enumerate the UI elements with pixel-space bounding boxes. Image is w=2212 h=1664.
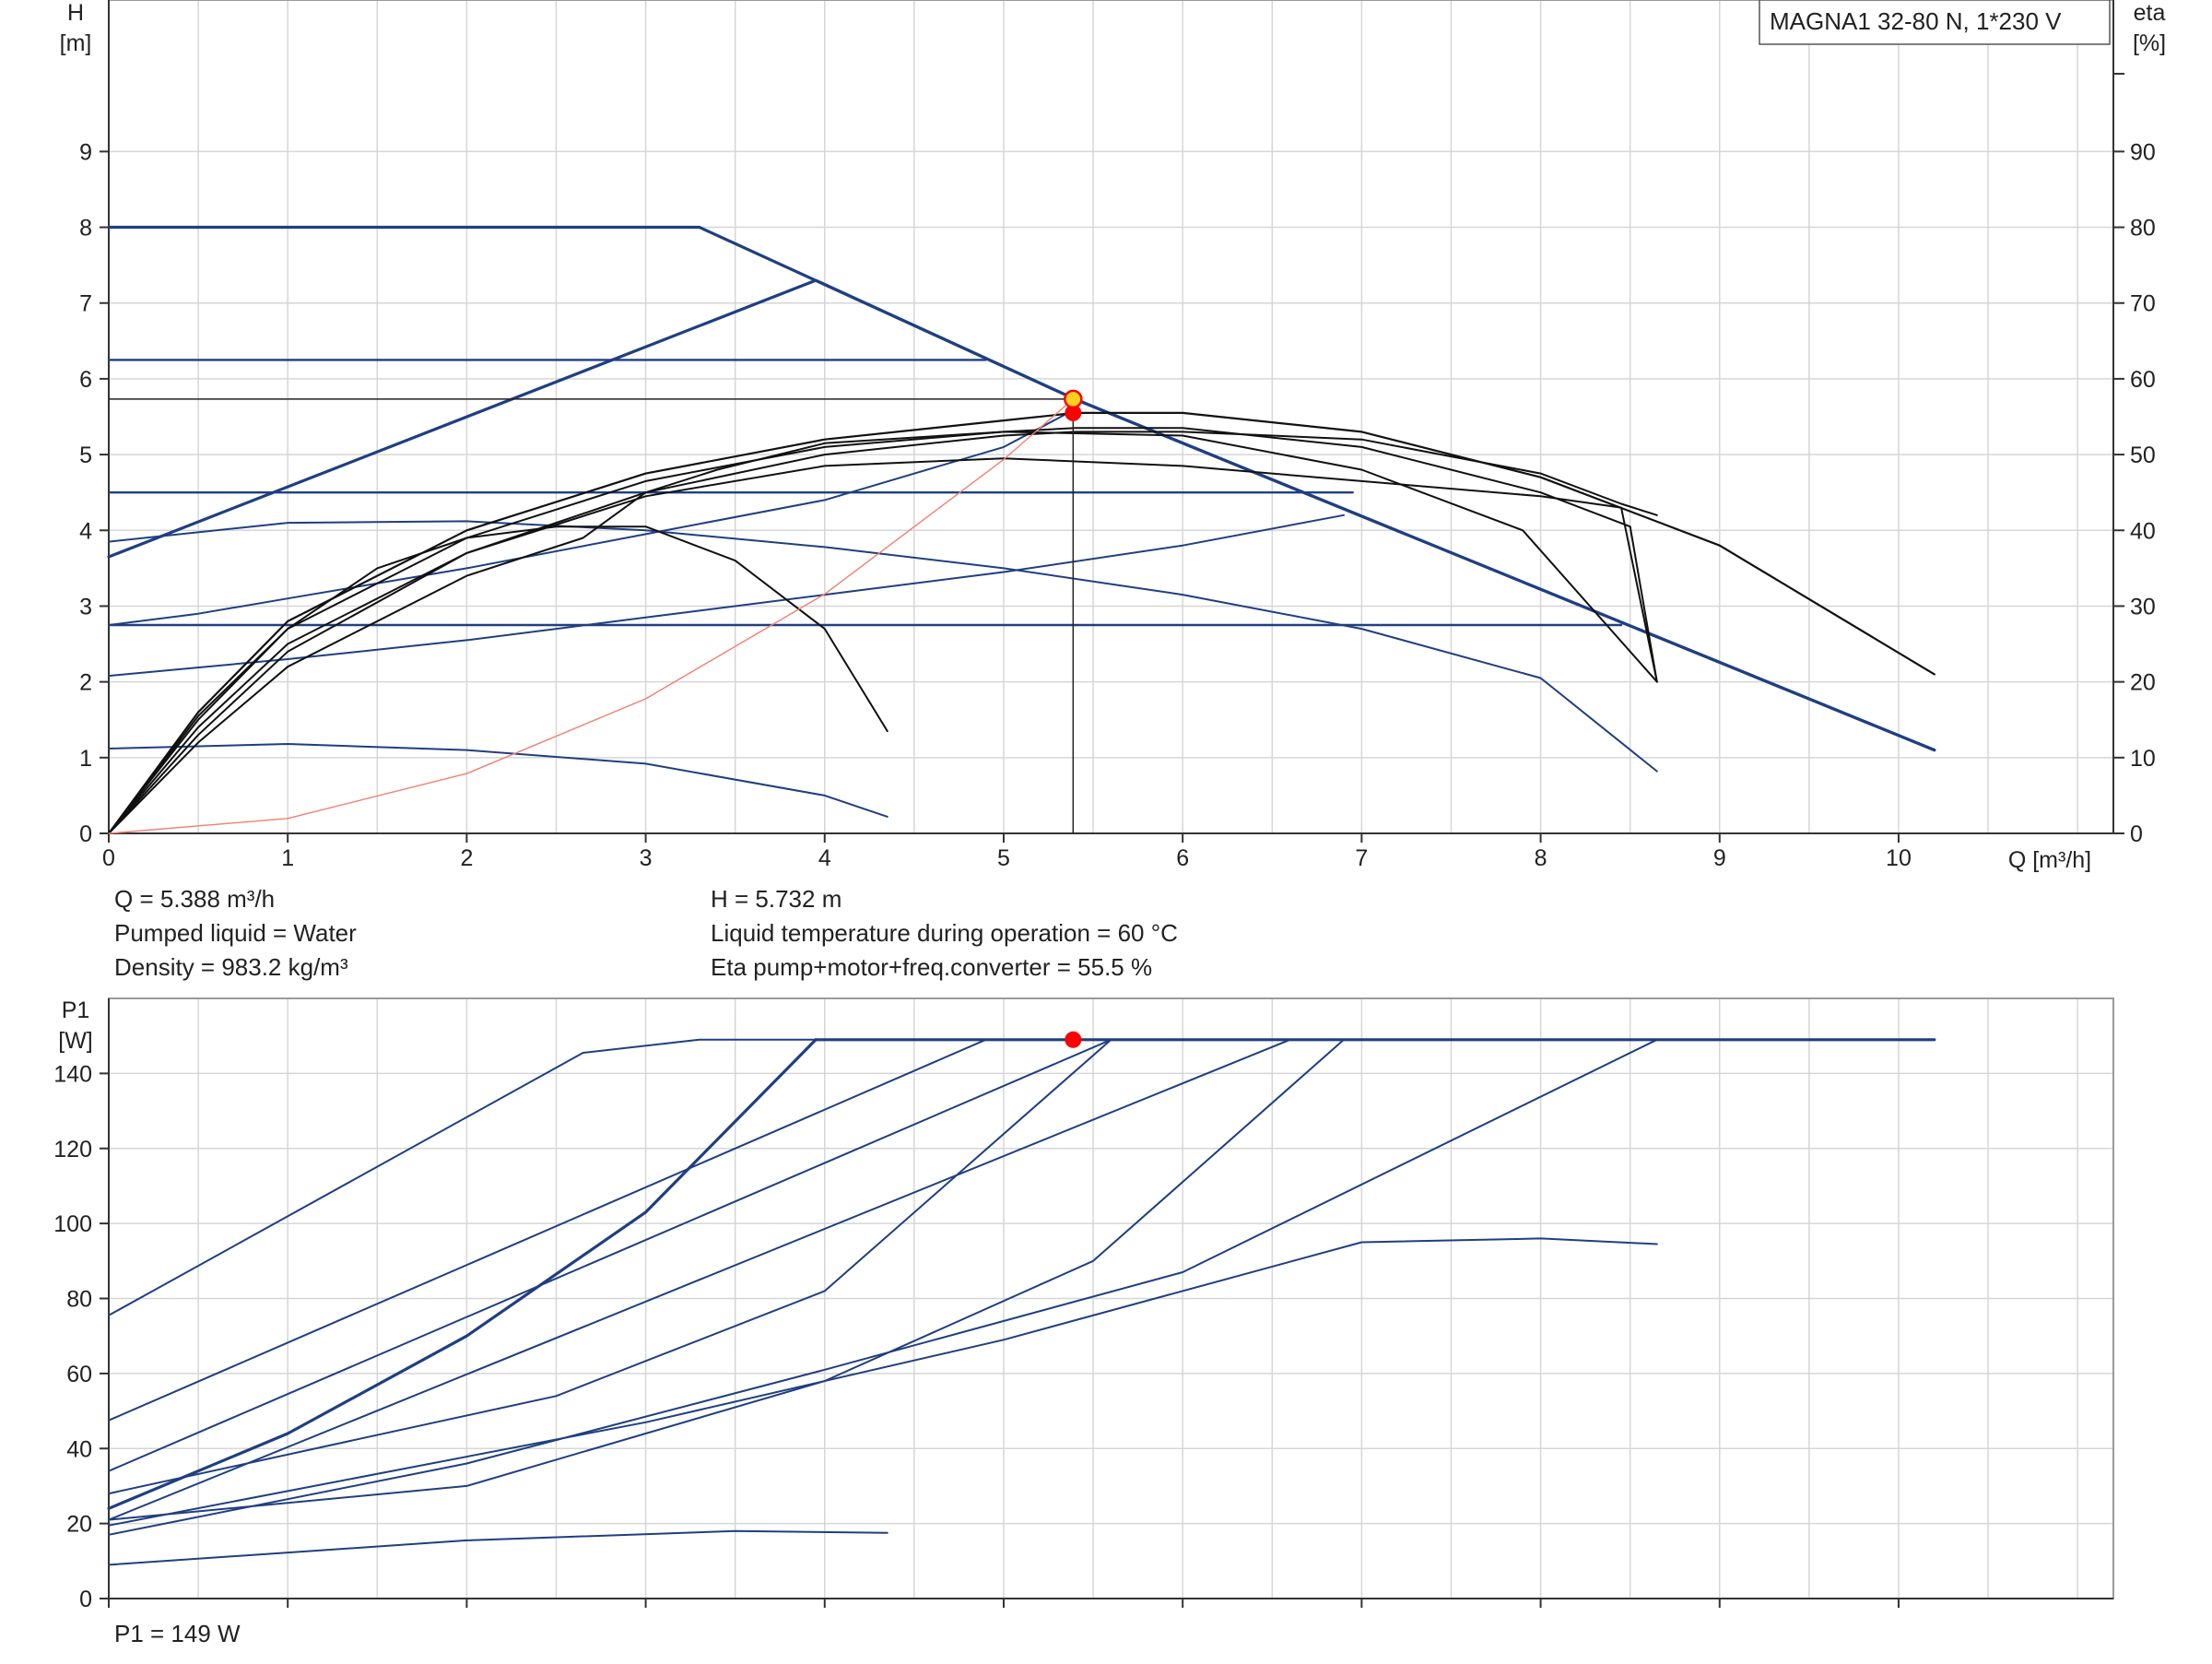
head-x-tick-label: 1 [281,845,294,871]
power-curve [108,1237,1658,1527]
eta-axis-unit: [%] [2133,30,2166,56]
eta-tick-label: 60 [2130,367,2156,393]
head-x-tick-label: 8 [1535,845,1547,871]
head-x-tick-label: 6 [1176,845,1189,871]
duty-point-marker [1064,389,1083,409]
head-y-tick-label: 1 [79,746,92,772]
liquid-temperature: Liquid temperature during operation = 60… [711,919,1178,947]
power-y-tick-label: 0 [79,1587,92,1612]
head-x-tick-label: 9 [1713,845,1726,871]
product-label-box: MAGNA1 32-80 N, 1*230 V [1759,0,2111,45]
power-chart: 0 20 40 60 80 100 120 140 P1 [W] [53,997,2114,1612]
head-x-tick-label: 3 [640,845,653,871]
eta-tick-label: 20 [2130,670,2156,696]
power-y-axis-title: P1 [62,997,90,1023]
head-y-tick-label: 5 [79,443,92,468]
efficiency-value: Eta pump+motor+freq.converter = 55.5 % [711,953,1153,981]
head-curve [108,513,1345,678]
power-curve [107,1038,818,1510]
power-curve [108,1529,888,1566]
efficiency-curve [108,431,1658,834]
head-y-tick-label: 7 [79,291,92,317]
power-curve [108,1038,1658,1536]
duty-power-marker [1065,1031,1082,1048]
power-value: P1 = 149 W [114,1620,241,1647]
power-y-tick-label: 100 [53,1211,92,1237]
head-x-tick-label: 5 [997,845,1010,871]
head-y-tick-label: 0 [79,821,92,847]
duty-efficiency-marker [1065,404,1082,421]
power-y-tick-label: 60 [66,1362,92,1387]
eta-tick-label: 50 [2130,443,2156,468]
head-y-axis-title: H [67,0,84,26]
pumped-liquid: Pumped liquid = Water [114,919,357,947]
eta-tick-label: 40 [2130,518,2156,544]
head-curve [108,407,1077,626]
product-label-frame [1759,0,2111,45]
power-curve [108,1038,818,1316]
power-curve [108,1038,1112,1472]
head-x-tick-label: 7 [1355,845,1368,871]
eta-axis-title: eta [2134,0,2166,26]
head-curve [108,520,1658,773]
head-curve [107,278,1936,752]
flow-value: Q = 5.388 m³/h [114,885,276,913]
power-y-tick-label: 80 [66,1287,92,1313]
density-value: Density = 983.2 kg/m³ [114,953,348,981]
eta-tick-label: 90 [2130,139,2156,165]
flow-axis-title: Q [m³/h] [2008,847,2091,873]
eta-tick-label: 10 [2130,746,2156,772]
efficiency-curve [108,525,888,834]
power-curve [108,1038,1291,1521]
head-y-tick-label: 9 [79,139,92,165]
head-y-tick-label: 8 [79,216,92,242]
head-y-tick-label: 3 [79,594,92,620]
power-y-tick-label: 40 [66,1436,92,1462]
eta-tick-label: 0 [2130,821,2143,847]
power-y-tick-label: 120 [53,1137,92,1162]
eta-tick-label: 30 [2130,594,2156,620]
eta-tick-label: 70 [2130,291,2156,317]
power-y-tick-label: 140 [53,1061,92,1087]
head-plot-area [109,0,2113,833]
efficiency-curve [108,457,1658,834]
system-curve [108,398,1075,834]
head-y-tick-label: 6 [79,367,92,393]
head-curve [108,743,888,818]
power-y-axis-unit: [W] [58,1028,93,1054]
head-y-axis-unit: [m] [60,30,92,56]
head-x-tick-label: 0 [102,845,115,871]
head-x-tick-label: 4 [818,845,831,871]
head-y-tick-label: 2 [79,670,92,696]
power-curve [108,1038,1112,1495]
efficiency-curve [107,411,1936,835]
head-x-tick-label: 2 [460,845,473,871]
head-value: H = 5.732 m [711,885,842,913]
product-label: MAGNA1 32-80 N, 1*230 V [1770,7,2062,35]
efficiency-curve [108,431,1658,834]
eta-tick-label: 80 [2130,216,2156,242]
head-y-tick-label: 4 [79,518,92,544]
power-curve [108,1038,987,1422]
head-x-tick-label: 10 [1886,845,1912,871]
power-y-tick-label: 20 [66,1512,92,1538]
